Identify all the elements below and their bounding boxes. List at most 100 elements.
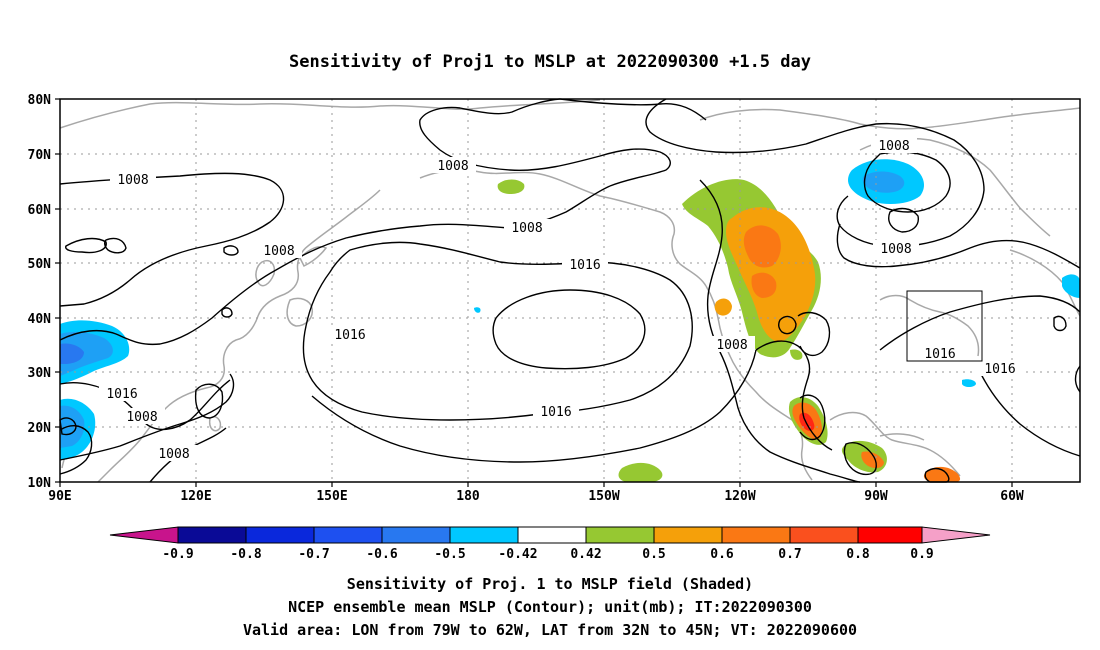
colorbar-label: -0.9	[162, 547, 193, 562]
arctic-coast-asia	[59, 99, 601, 129]
sakhalin-coast	[299, 246, 328, 268]
colorbar-swatch	[585, 526, 655, 544]
lat-label: 40N	[28, 312, 52, 327]
colorbar-swatch	[721, 526, 791, 544]
contour-loop-central-us	[797, 311, 831, 357]
positive-region-pacific-green	[618, 462, 663, 482]
colorbar-swatch	[313, 526, 383, 544]
valid-area-box	[906, 290, 983, 362]
contour-label-c13: 1016	[924, 347, 955, 362]
lon-label: 180	[456, 489, 480, 504]
contour-label-c14: 1016	[984, 362, 1015, 377]
contour-label-c5b: 1008	[880, 242, 911, 257]
contour-1008-indo	[59, 425, 93, 475]
negative-region-atlantic-spot	[1062, 274, 1080, 298]
lat-label: 80N	[28, 93, 52, 108]
map-title: Sensitivity of Proj1 to MSLP at 20220903…	[289, 52, 811, 72]
colorbar-label: -0.5	[434, 547, 465, 562]
colorbar: -0.9 -0.8 -0.7 -0.6 -0.5 -0.42 0.42 0.5 …	[109, 526, 991, 562]
contour-1000-hudson-low	[863, 151, 951, 213]
contour-label-c10: 1016	[106, 387, 137, 402]
lat-label: 20N	[28, 421, 52, 436]
contour-1008-south-asia	[59, 373, 235, 461]
colorbar-label: 0.42	[570, 547, 601, 562]
lon-label: 60W	[1000, 489, 1024, 504]
colorbar-label: -0.8	[230, 547, 261, 562]
contour-label-c11: 1008	[126, 410, 157, 425]
contour-1008-loop-taiwan	[194, 383, 224, 419]
contour-label-c7: 1016	[334, 328, 365, 343]
contour-1016-south-pacific	[311, 349, 757, 463]
axis-ticks	[55, 98, 1013, 487]
colorbar-swatch	[517, 526, 587, 544]
colorbar-label: 0.6	[710, 547, 734, 562]
lon-label: 150W	[588, 489, 619, 504]
negative-region-asia-blue-a	[60, 331, 113, 376]
colorbar-label: -0.6	[366, 547, 397, 562]
colorbar-swatch	[857, 526, 923, 544]
lat-label: 10N	[28, 476, 52, 491]
contour-label-c6: 1016	[569, 258, 600, 273]
negative-region-atlantic-small	[962, 379, 976, 387]
contour-atlantic-edge	[1074, 365, 1081, 393]
contour-low-loop-indo	[59, 417, 77, 436]
lat-label: 70N	[28, 148, 52, 163]
map-frame	[59, 98, 1081, 483]
colorbar-swatch	[381, 526, 451, 544]
contour-label-c9: 1008	[716, 338, 747, 353]
contour-loop-mexico-low	[799, 394, 826, 441]
contour-1016-pacific-high	[302, 241, 693, 421]
colorbar-label: 0.5	[642, 547, 665, 562]
colorbar-swatch	[789, 526, 859, 544]
positive-region-gulf-spot	[790, 349, 803, 360]
contour-label-c8: 1016	[540, 405, 571, 420]
gulf-caribbean-coast	[829, 411, 961, 477]
negative-region-hudson-blue	[862, 171, 905, 193]
caption-line-1: Sensitivity of Proj. 1 to MSLP field (Sh…	[347, 575, 753, 593]
caption-line-3: Valid area: LON from 79W to 62W, LAT fro…	[243, 621, 857, 639]
contour-small-atlantic	[1053, 315, 1067, 332]
gridlines	[60, 99, 1080, 482]
caption-line-2: NCEP ensemble mean MSLP (Contour); unit(…	[288, 598, 812, 616]
negative-region-asia-core-a	[60, 343, 84, 364]
positive-region-mexico-red	[799, 412, 815, 431]
contour-label-c12: 1008	[158, 447, 189, 462]
negative-region-asia-blue-b	[60, 405, 85, 448]
colorbar-swatch	[245, 526, 315, 544]
contour-label-c1: 1008	[117, 173, 148, 188]
contour-label-c2: 1008	[437, 159, 468, 174]
bering-alaska-coast	[419, 169, 707, 287]
contour-loop-caribbean-b	[924, 467, 950, 483]
contour-1008-north-america	[699, 179, 861, 483]
map-panel: 1008 1008 1008 1008 1008 1016 1016 1016 …	[59, 98, 1081, 483]
colorbar-swatch	[653, 526, 723, 544]
japan-coast	[286, 297, 314, 327]
east-north-america-coast	[879, 294, 980, 357]
colorbar-end-low	[109, 526, 179, 544]
lat-label: 30N	[28, 366, 52, 381]
lon-label: 120W	[724, 489, 755, 504]
contour-1008-small-loop-c	[223, 245, 239, 256]
contour-1008-small-loop-b	[103, 237, 127, 254]
contour-1008-asia-upper	[59, 172, 285, 307]
contour-labels: 1008 1008 1008 1008 1008 1016 1016 1016 …	[99, 137, 1023, 462]
lon-label: 150E	[316, 489, 347, 504]
contour-label-c3: 1008	[511, 221, 542, 236]
colorbar-label: -0.42	[498, 547, 537, 562]
positive-region-canada-core-b	[751, 272, 777, 298]
colorbar-swatch	[449, 526, 519, 544]
negative-region-pacific-speck	[474, 307, 481, 313]
taiwan-coast	[208, 416, 222, 432]
positive-region-canada-core-a	[743, 225, 781, 268]
colorbar-swatch	[177, 526, 247, 544]
lon-label: 120E	[180, 489, 211, 504]
lat-label: 60N	[28, 203, 52, 218]
contour-label-c4: 1008	[263, 244, 294, 259]
colorbar-label: 0.8	[846, 547, 870, 562]
contour-small-loop-plains	[777, 315, 797, 335]
positive-region-west-coast-spot	[714, 298, 732, 316]
contour-1008-mexico	[755, 340, 833, 451]
colorbar-label: 0.7	[778, 547, 801, 562]
contour-label-c5: 1008	[878, 139, 909, 154]
